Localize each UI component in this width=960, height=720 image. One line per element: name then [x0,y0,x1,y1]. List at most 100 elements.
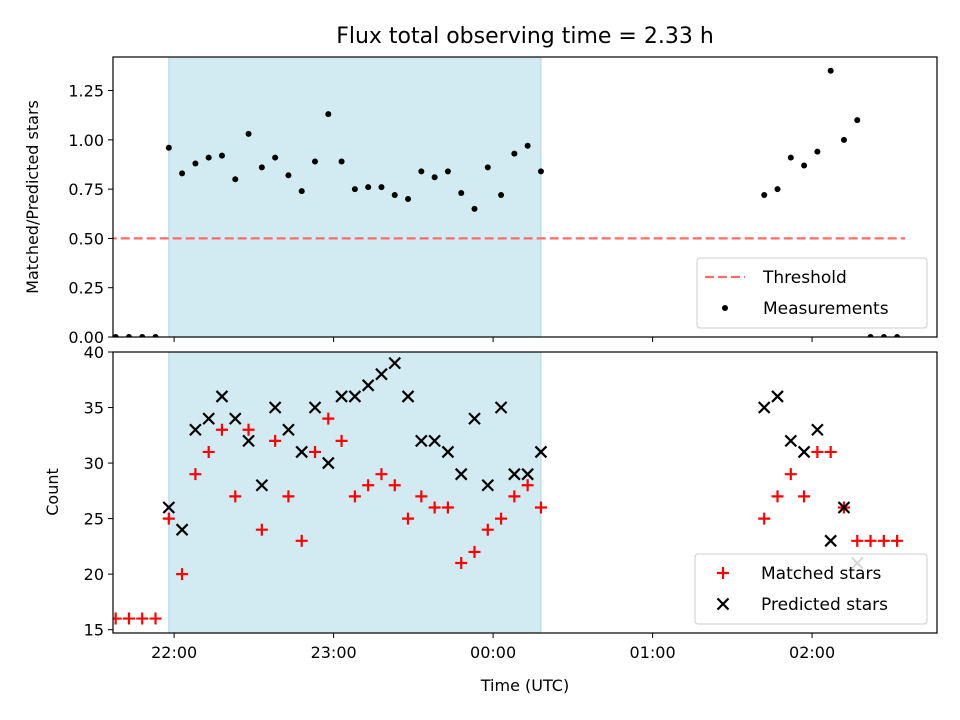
measurement-point [471,205,478,212]
predicted-stars-point [521,467,534,481]
matched-stars-point [891,534,904,547]
legend-box [694,553,928,625]
matched-stars-point [322,412,335,425]
matched-stars-point [758,512,771,525]
matched-stars-point [282,490,295,503]
matched-stars-point [229,490,242,503]
bottom-y-axis-label: Count [43,468,62,516]
observing-window-band [168,56,542,338]
legend-label: Measurements [763,299,889,319]
measurement-point [152,334,159,337]
predicted-stars-point [454,467,468,481]
y-tick-label: 20 [84,565,104,584]
matched-stars-point [122,612,135,625]
measurement-point [245,130,252,137]
legend-measurements-swatch [722,305,728,311]
plot-1: 15 20 25 30 35 40 22:00 23:00 00:00 01:00 02:00 Mat… [84,343,938,662]
matched-stars-point [455,557,468,570]
measurement-point [418,168,425,175]
y-tick-label: 40 [84,343,104,362]
matched-stars-point [202,445,215,458]
measurement-point [192,160,199,167]
predicted-stars-point [295,445,309,459]
x-axis-label: Time (UTC) [480,676,569,695]
matched-stars-point [468,545,481,558]
matched-stars-point [428,501,441,514]
measurement-point [391,192,398,199]
matched-stars-point [877,534,890,547]
predicted-stars-point [255,479,269,492]
measurement-point [787,154,794,161]
x-tick-label: 00:00 [470,643,516,662]
y-tick-label: 1.00 [68,131,104,150]
matched-stars-point [162,512,175,525]
measurement-point [365,184,372,191]
predicted-stars-point [494,401,508,414]
y-tick-label: 15 [84,621,104,640]
measurement-point [484,164,491,171]
predicted-stars-point [771,390,784,403]
y-tick-label: 0.25 [68,279,104,298]
measurement-point [774,186,781,193]
matched-stars-point [864,534,877,547]
y-tick-label: 25 [84,510,104,529]
matched-stars-point [481,523,494,536]
measurement-point [378,184,385,191]
top-y-axis-label: Matched/Predicted stars [23,100,42,294]
matched-stars-point [784,468,797,481]
measurement-point [285,172,292,179]
measurement-point [232,176,239,183]
measurement-point [218,152,225,159]
plot-frame [112,351,938,634]
y-tick-label: 0.50 [68,229,104,248]
plot-frame [112,56,938,338]
measurement-point [458,190,465,197]
measurement-point [827,67,834,74]
matched-stars-point [388,479,401,492]
predicted-stars-point [784,434,798,448]
measurement-point [205,154,212,161]
predicted-stars-point [811,423,824,437]
x-tick-label: 01:00 [630,643,676,662]
predicted-stars-point [215,390,229,403]
legend-label: Threshold [762,268,847,288]
predicted-stars-point [335,390,348,403]
measurement-point [165,144,172,151]
predicted-stars-point [348,390,362,403]
predicted-stars-point [441,445,455,459]
measurement-point [761,192,768,199]
predicted-stars-point [162,501,176,514]
measurement-point [125,334,132,337]
measurement-point [854,117,861,124]
measurement-point [894,334,901,337]
matched-stars-point [335,434,348,447]
predicted-stars-point [534,445,548,459]
predicted-stars-point [242,434,255,448]
legend-predicted-swatch [716,597,730,611]
matched-stars-point [771,490,784,503]
matched-stars-point [362,479,375,492]
predicted-stars-point [202,412,215,425]
predicted-stars-point [228,412,242,425]
matched-stars-point [255,523,268,536]
measurement-point [338,158,345,165]
measurement-point [801,162,808,169]
predicted-stars-point [361,379,375,392]
measurement-point [431,174,438,181]
y-tick-label: 0.75 [68,180,104,199]
matched-stars-point [348,490,361,503]
y-tick-label: 1.25 [68,82,104,101]
measurement-point [139,334,146,337]
predicted-stars-point [481,479,495,492]
measurement-point [272,154,279,161]
measurement-point [298,188,305,195]
measurement-point [537,168,544,175]
measurement-point [498,192,505,199]
predicted-stars-point [415,434,428,448]
measurement-point [325,111,332,118]
legend-label: Predicted stars [761,595,888,615]
matched-stars-point [811,445,824,458]
y-tick-label: 35 [84,399,104,418]
plot-content [113,356,904,625]
x-tick-label: 02:00 [789,643,835,662]
